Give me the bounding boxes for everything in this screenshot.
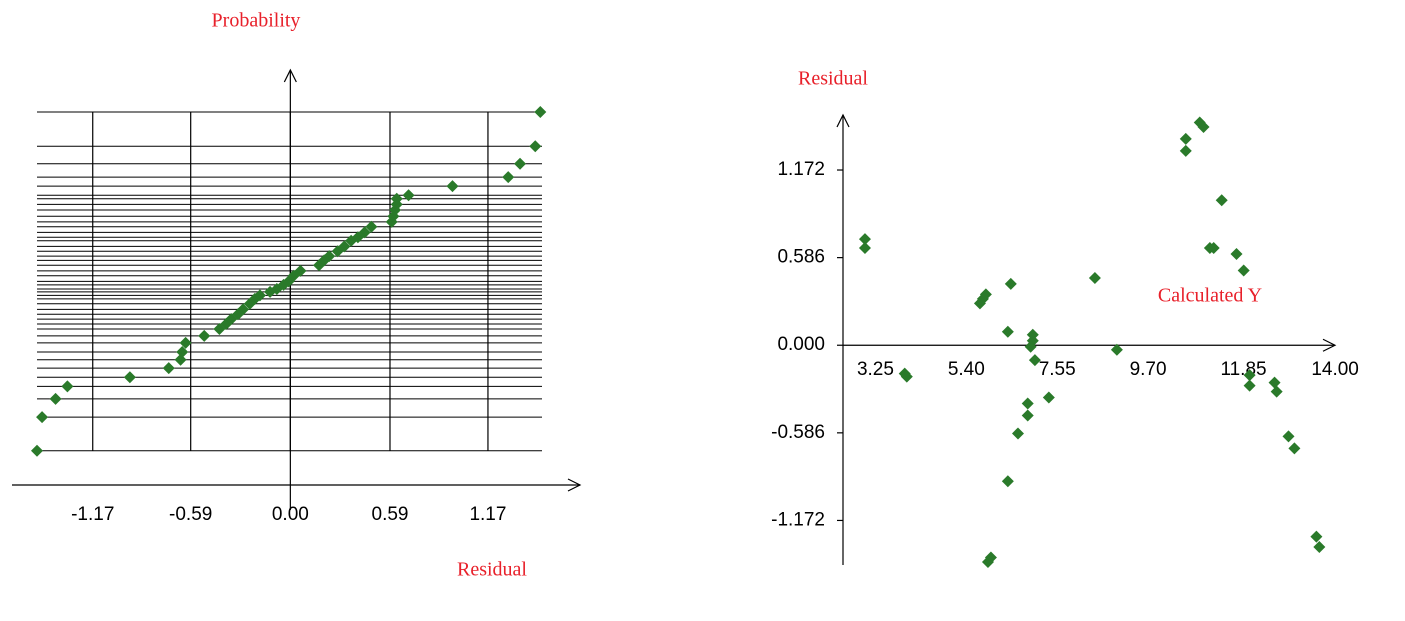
point — [338, 240, 351, 253]
y-axis-arrow — [283, 68, 297, 83]
x-axis-arrow — [1322, 338, 1337, 352]
point — [1237, 264, 1250, 277]
point — [179, 336, 192, 349]
y-axis-label: Probability — [212, 10, 301, 32]
point — [1243, 369, 1256, 382]
y-tick-label: 1.172 — [777, 159, 825, 180]
x-axis-arrow — [567, 478, 582, 492]
point — [1024, 340, 1037, 353]
point — [402, 189, 415, 202]
y-tick-label: 0.000 — [777, 334, 825, 355]
x-tick-label: -0.59 — [169, 504, 212, 525]
point — [253, 289, 266, 302]
point — [1310, 530, 1323, 543]
x-tick-label: 11.85 — [1220, 359, 1266, 380]
point — [174, 353, 187, 366]
point — [981, 556, 994, 569]
point — [323, 250, 336, 263]
point — [1110, 343, 1123, 356]
point — [1270, 385, 1283, 398]
y-axis-arrow — [836, 113, 850, 128]
point — [529, 140, 542, 153]
point — [1282, 430, 1295, 443]
point — [31, 444, 43, 457]
point — [1001, 475, 1014, 488]
point — [49, 392, 62, 405]
point — [1021, 409, 1034, 422]
x-tick-label: 0.00 — [272, 504, 309, 525]
point — [1021, 397, 1034, 410]
point — [358, 226, 371, 239]
point — [36, 411, 49, 424]
point — [123, 371, 136, 384]
point — [390, 192, 403, 205]
point — [1288, 442, 1301, 455]
y-tick-label: -1.172 — [771, 509, 825, 530]
point — [294, 264, 307, 277]
point — [1243, 379, 1256, 392]
x-axis-label: Calculated Y — [1158, 285, 1262, 307]
point — [1011, 427, 1024, 440]
point — [1230, 248, 1243, 261]
x-tick-label: 1.17 — [469, 504, 506, 525]
point — [979, 288, 992, 301]
x-tick-label: 9.70 — [1130, 359, 1167, 380]
point — [365, 220, 378, 233]
y-tick-label: 0.586 — [777, 247, 825, 268]
point — [162, 362, 175, 375]
point — [1004, 277, 1017, 290]
point — [502, 171, 515, 184]
point — [1179, 144, 1192, 157]
point — [1215, 194, 1228, 207]
x-tick-label: 7.55 — [1039, 359, 1076, 380]
point — [1042, 391, 1055, 404]
point — [1313, 541, 1326, 554]
point — [237, 303, 250, 316]
point — [534, 105, 547, 118]
point — [1001, 325, 1014, 338]
y-tick-label: -0.586 — [771, 422, 825, 443]
point — [446, 180, 459, 193]
point — [176, 346, 189, 359]
point — [514, 157, 527, 170]
x-axis-label: Residual — [457, 559, 527, 581]
x-tick-label: 14.00 — [1311, 359, 1359, 380]
point — [1268, 376, 1281, 389]
point — [61, 380, 74, 393]
x-tick-label: 3.25 — [857, 359, 894, 380]
point — [858, 233, 871, 246]
point — [1197, 120, 1210, 133]
x-tick-label: -1.17 — [71, 504, 114, 525]
y-axis-label: Residual — [798, 68, 868, 90]
x-tick-label: 0.59 — [372, 504, 409, 525]
point — [1088, 271, 1101, 284]
point — [1028, 354, 1041, 367]
point — [858, 242, 871, 255]
point — [900, 370, 913, 383]
point — [1207, 242, 1220, 255]
x-tick-label: 5.40 — [948, 359, 985, 380]
point — [198, 329, 211, 342]
point — [1179, 132, 1192, 145]
